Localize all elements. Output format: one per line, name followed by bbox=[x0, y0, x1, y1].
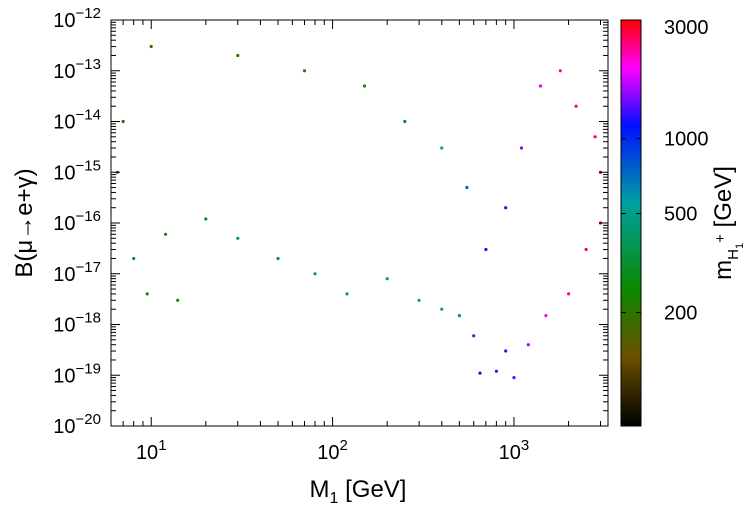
data-point bbox=[385, 277, 389, 281]
data-point bbox=[567, 292, 571, 296]
data-point bbox=[132, 256, 136, 261]
colorbar-ticks: 200 500 1000 3000 bbox=[621, 17, 709, 325]
colorbar-tick-label: 200 bbox=[664, 303, 697, 325]
y-tick-label: 10−13 bbox=[53, 56, 101, 83]
data-point bbox=[149, 44, 153, 49]
data-point bbox=[504, 349, 508, 353]
y-tick-label: 10−12 bbox=[53, 5, 101, 32]
data-point bbox=[440, 146, 444, 150]
data-points bbox=[115, 44, 603, 380]
data-point bbox=[574, 104, 578, 108]
x-tick-label: 102 bbox=[317, 437, 348, 464]
data-point bbox=[236, 236, 240, 240]
data-point bbox=[440, 307, 444, 311]
colorbar-tick-label: 500 bbox=[664, 204, 697, 226]
data-point bbox=[538, 84, 543, 88]
data-point bbox=[484, 247, 488, 252]
y-tick-label: 10−17 bbox=[53, 259, 101, 286]
x-tick-label: 101 bbox=[136, 437, 167, 464]
data-point bbox=[204, 217, 208, 221]
data-point bbox=[164, 232, 168, 236]
data-point bbox=[362, 84, 367, 88]
colorbar-title: mH1+ [GeV] bbox=[710, 166, 746, 280]
data-point bbox=[504, 206, 508, 210]
data-point bbox=[176, 298, 180, 302]
x-axis-title: M1 [GeV] bbox=[310, 476, 407, 507]
data-point bbox=[593, 135, 597, 139]
data-point bbox=[465, 185, 469, 190]
data-point bbox=[403, 119, 407, 124]
data-point bbox=[519, 146, 524, 150]
y-axis-title: B(μ→e+γ) bbox=[11, 168, 38, 277]
data-point bbox=[236, 53, 240, 58]
y-tick-label: 10−20 bbox=[53, 411, 101, 438]
data-point bbox=[302, 69, 307, 73]
data-point bbox=[472, 334, 476, 338]
data-point bbox=[121, 119, 125, 124]
data-point bbox=[457, 314, 461, 318]
data-point bbox=[345, 292, 349, 296]
x-axis-ticks: 101 102 103 bbox=[110, 20, 601, 464]
data-point bbox=[544, 314, 548, 318]
y-tick-label: 10−14 bbox=[53, 107, 101, 134]
plot-frame bbox=[110, 19, 609, 427]
colorbar bbox=[620, 19, 642, 427]
data-point bbox=[494, 369, 498, 373]
y-tick-label: 10−16 bbox=[53, 208, 101, 235]
colorbar-tick-label: 1000 bbox=[664, 129, 709, 151]
colorbar-tick-label: 3000 bbox=[664, 17, 709, 39]
x-tick-label: 103 bbox=[499, 437, 530, 464]
y-tick-label: 10−15 bbox=[53, 157, 101, 184]
data-point bbox=[512, 376, 516, 380]
data-point bbox=[313, 272, 317, 276]
data-point bbox=[478, 371, 482, 375]
data-point bbox=[417, 298, 421, 302]
y-axis-ticks: 10−20 10−19 10−18 10−17 10−16 10−15 10−14 10−13… bbox=[53, 5, 608, 438]
data-point bbox=[276, 256, 280, 261]
data-point bbox=[584, 247, 588, 252]
y-tick-label: 10−18 bbox=[53, 310, 101, 337]
data-point bbox=[145, 292, 149, 296]
data-point bbox=[558, 69, 562, 73]
y-tick-label: 10−19 bbox=[53, 360, 101, 387]
data-point bbox=[526, 343, 530, 347]
